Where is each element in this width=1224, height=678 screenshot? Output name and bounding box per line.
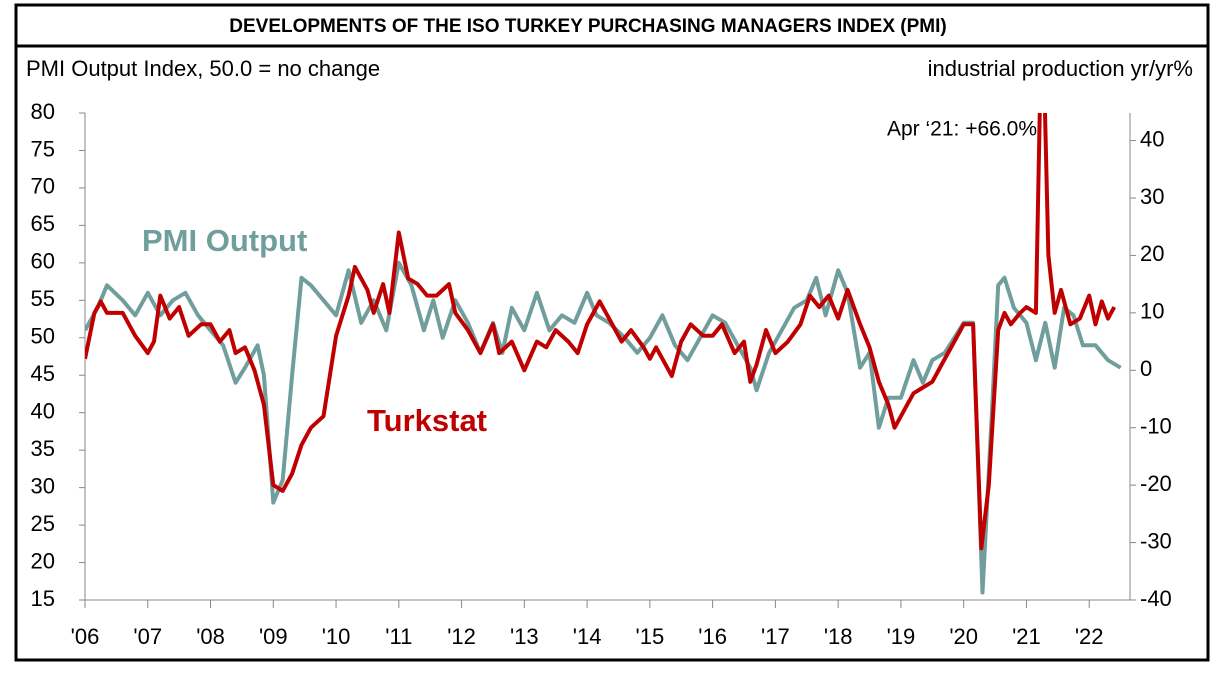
series-label: PMI Output bbox=[142, 223, 307, 258]
x-tick-label: '08 bbox=[196, 624, 225, 649]
y-tick-label: 70 bbox=[31, 174, 55, 199]
y-tick-label: 35 bbox=[31, 436, 55, 461]
y-tick-label: 45 bbox=[31, 361, 55, 386]
y2-tick-label: -40 bbox=[1140, 586, 1172, 611]
y-tick-label: 60 bbox=[31, 249, 55, 274]
x-tick-label: '21 bbox=[1012, 624, 1041, 649]
x-tick-label: '13 bbox=[510, 624, 539, 649]
x-tick-label: '10 bbox=[322, 624, 351, 649]
y2-axis-label: industrial production yr/yr% bbox=[928, 56, 1193, 81]
x-tick-label: '14 bbox=[573, 624, 602, 649]
y2-tick-label: 0 bbox=[1140, 356, 1152, 381]
y-axis-label: PMI Output Index, 50.0 = no change bbox=[26, 56, 380, 81]
y2-tick-label: -30 bbox=[1140, 528, 1172, 553]
y-tick-label: 30 bbox=[31, 473, 55, 498]
y-tick-label: 50 bbox=[31, 324, 55, 349]
y2-tick-label: 10 bbox=[1140, 299, 1164, 324]
x-tick-label: '09 bbox=[259, 624, 288, 649]
y2-tick-label: 40 bbox=[1140, 126, 1164, 151]
y2-tick-label: -10 bbox=[1140, 414, 1172, 439]
x-tick-label: '20 bbox=[949, 624, 978, 649]
series-line bbox=[85, 113, 1117, 551]
plot-area bbox=[85, 113, 1122, 595]
x-tick-label: '06 bbox=[71, 624, 100, 649]
x-tick-label: '18 bbox=[824, 624, 853, 649]
y-tick-label: 25 bbox=[31, 511, 55, 536]
x-tick-label: '19 bbox=[887, 624, 916, 649]
y-tick-label: 75 bbox=[31, 136, 55, 161]
x-tick-label: '12 bbox=[447, 624, 476, 649]
y-tick-label: 20 bbox=[31, 548, 55, 573]
x-tick-label: '11 bbox=[385, 624, 412, 649]
x-tick-label: '07 bbox=[133, 624, 162, 649]
x-tick-label: '15 bbox=[636, 624, 665, 649]
x-tick-label: '16 bbox=[698, 624, 727, 649]
x-tick-label: '17 bbox=[761, 624, 790, 649]
y-tick-label: 55 bbox=[31, 286, 55, 311]
y2-tick-label: 20 bbox=[1140, 241, 1164, 266]
y-tick-label: 80 bbox=[31, 99, 55, 124]
y-tick-label: 65 bbox=[31, 211, 55, 236]
y2-tick-label: 30 bbox=[1140, 184, 1164, 209]
y-tick-label: 40 bbox=[31, 399, 55, 424]
series-label: Turkstat bbox=[367, 403, 487, 438]
y2-tick-label: -20 bbox=[1140, 471, 1172, 496]
chart-title: DEVELOPMENTS OF THE ISO TURKEY PURCHASIN… bbox=[229, 16, 946, 37]
x-tick-label: '22 bbox=[1075, 624, 1104, 649]
y-tick-label: 15 bbox=[31, 586, 55, 611]
annotation: Apr ‘21: +66.0% bbox=[887, 118, 1037, 141]
